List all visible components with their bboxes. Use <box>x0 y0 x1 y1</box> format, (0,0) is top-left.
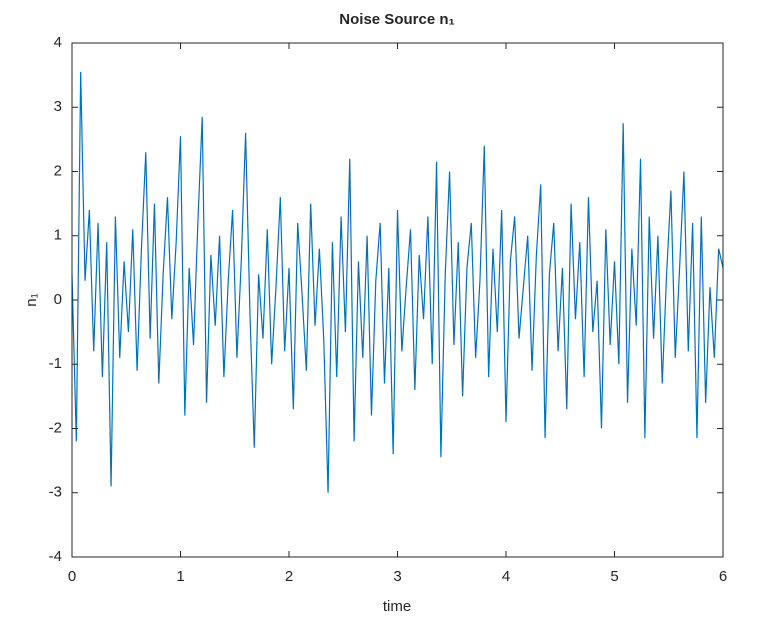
y-tick-label: 1 <box>54 227 62 244</box>
y-tick-label: 0 <box>54 291 62 308</box>
x-tick-label: 0 <box>68 568 76 585</box>
y-axis-label: n₁ <box>23 293 40 306</box>
x-tick-label: 4 <box>502 568 510 585</box>
data-line <box>71 71 724 493</box>
y-tick-label: -1 <box>49 355 62 372</box>
chart-title: Noise Source n₁ <box>339 11 454 28</box>
x-tick-label: 3 <box>393 568 401 585</box>
y-tick-label: -3 <box>49 484 62 501</box>
y-tick-label: -4 <box>49 548 62 565</box>
y-tick-label: 2 <box>54 162 62 179</box>
x-tick-label: 6 <box>719 568 727 585</box>
x-tick-label: 1 <box>176 568 184 585</box>
y-tick-label: -2 <box>49 419 62 436</box>
x-tick-label: 5 <box>610 568 618 585</box>
y-tick-label: 4 <box>54 34 62 51</box>
x-tick-label: 2 <box>285 568 293 585</box>
x-axis-label: time <box>383 598 411 615</box>
y-tick-label: 3 <box>54 98 62 115</box>
